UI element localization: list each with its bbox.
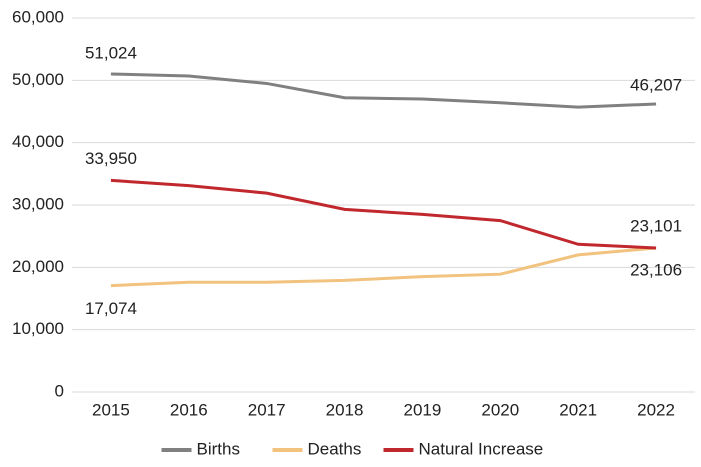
y-tick-label: 50,000 <box>12 70 64 89</box>
y-tick-label: 10,000 <box>12 319 64 338</box>
x-tick-label: 2019 <box>404 400 442 419</box>
x-tick-label: 2017 <box>248 400 286 419</box>
data-label: 46,207 <box>630 75 682 94</box>
data-label: 51,024 <box>85 43 137 62</box>
line <box>110 72 657 109</box>
y-tick-label: 60,000 <box>12 7 64 26</box>
legend-label: Natural Increase <box>419 439 544 458</box>
legend-label: Deaths <box>308 439 362 458</box>
x-tick-label: 2021 <box>559 400 597 419</box>
line <box>110 246 657 288</box>
y-tick-label: 20,000 <box>12 257 64 276</box>
y-tick-label: 40,000 <box>12 132 64 151</box>
line <box>110 178 657 250</box>
y-tick-label: 0 <box>55 381 64 400</box>
data-label: 33,950 <box>85 149 137 168</box>
x-tick-label: 2020 <box>481 400 519 419</box>
data-label: 17,074 <box>85 299 137 318</box>
data-label: 23,101 <box>630 216 682 235</box>
y-tick-label: 30,000 <box>12 194 64 213</box>
x-tick-label: 2018 <box>326 400 364 419</box>
x-tick-label: 2016 <box>170 400 208 419</box>
x-tick-label: 2022 <box>637 400 675 419</box>
legend-label: Births <box>197 439 240 458</box>
data-label: 23,106 <box>630 260 682 279</box>
x-tick-label: 2015 <box>92 400 130 419</box>
